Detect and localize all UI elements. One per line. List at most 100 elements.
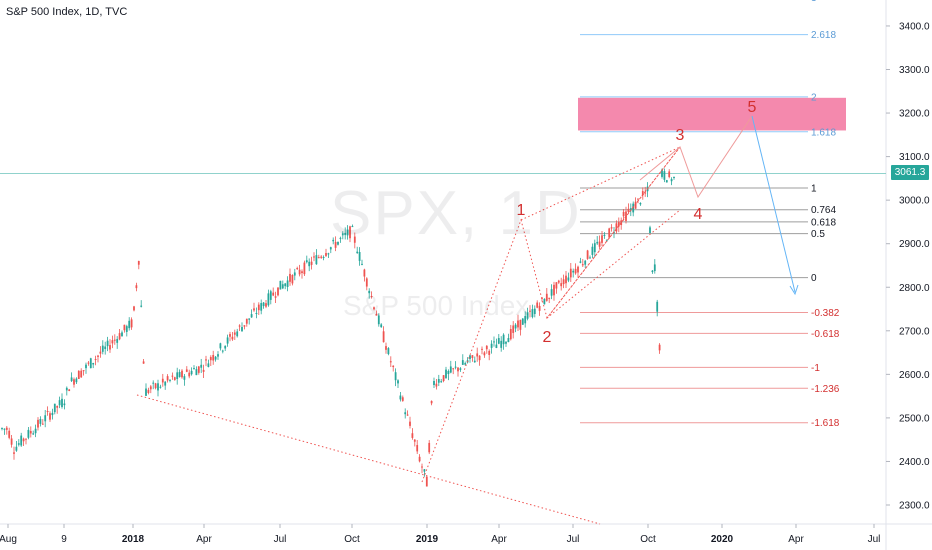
candle-body xyxy=(241,327,243,332)
candle-body xyxy=(370,295,373,297)
candle-body xyxy=(27,429,30,438)
candle-body xyxy=(37,419,39,428)
candle-body xyxy=(293,272,296,276)
candle-body xyxy=(661,169,663,177)
y-tick-label: 2300.0 xyxy=(899,501,930,512)
candle-body xyxy=(229,334,231,337)
candle-body xyxy=(459,368,462,370)
candle-body xyxy=(113,339,116,341)
candle-body xyxy=(166,376,169,381)
candle-body xyxy=(313,256,315,258)
candle-body xyxy=(63,403,66,406)
candle-body xyxy=(416,445,419,452)
candle-body xyxy=(46,410,49,412)
candle-body xyxy=(634,201,637,209)
candle-body xyxy=(447,371,450,375)
candle-body xyxy=(121,332,123,337)
candle-body xyxy=(279,280,282,290)
candle-body xyxy=(673,176,675,178)
candle-body xyxy=(505,341,507,344)
candle-body xyxy=(627,208,630,212)
candle-body xyxy=(529,310,531,312)
candle-body xyxy=(106,340,109,347)
candle-body xyxy=(473,360,476,363)
candle-body xyxy=(85,364,87,369)
candle-body xyxy=(358,252,361,261)
candle-body xyxy=(80,370,83,378)
candle-body xyxy=(579,261,582,263)
candle-body xyxy=(385,346,387,350)
fib-level-label: 2 xyxy=(811,92,817,103)
candle-body xyxy=(531,309,534,318)
candle-body xyxy=(550,289,553,296)
y-tick-label: 2700.0 xyxy=(899,326,930,337)
candle-body xyxy=(610,227,613,229)
candle-body xyxy=(109,345,111,350)
candle-body xyxy=(173,377,176,380)
candle-body xyxy=(73,379,75,385)
candle-body xyxy=(514,324,517,329)
candle-body xyxy=(77,371,80,379)
candle-body xyxy=(440,381,443,383)
candle-body xyxy=(637,198,639,200)
candle-body xyxy=(154,383,157,389)
y-tick-label: 3200.0 xyxy=(899,109,930,120)
candle-body xyxy=(70,377,73,382)
candle-body xyxy=(161,378,164,383)
y-tick-label: 3100.0 xyxy=(899,152,930,163)
candle-body xyxy=(423,469,426,472)
candle-body xyxy=(310,261,313,265)
candle-body xyxy=(502,334,505,345)
fib-level-label: 3 xyxy=(811,0,817,4)
candle-body xyxy=(389,361,392,363)
candle-body xyxy=(483,352,486,356)
candle-body xyxy=(130,319,133,328)
candle-body xyxy=(257,304,260,311)
candle-body xyxy=(145,388,147,396)
candle-body xyxy=(142,361,145,364)
candle-body xyxy=(75,378,78,383)
candle-body xyxy=(286,280,289,288)
candle-body xyxy=(185,369,188,372)
candle-body xyxy=(308,261,311,267)
last-price-tag: 3061.3 xyxy=(891,165,929,180)
x-tick-label: Aug xyxy=(0,534,17,545)
candle-body xyxy=(277,287,279,296)
candle-body xyxy=(197,366,200,373)
candle-body xyxy=(392,365,395,368)
candle-body xyxy=(329,247,332,250)
candle-body xyxy=(593,243,596,253)
wave-label: 4 xyxy=(694,206,703,223)
candle-body xyxy=(298,269,301,275)
candle-body xyxy=(380,324,383,328)
candle-body xyxy=(670,179,673,182)
candle-body xyxy=(267,293,270,306)
candle-body xyxy=(262,302,265,307)
candle-body xyxy=(605,240,608,242)
chart-title: S&P 500 Index, 1D, TVC xyxy=(6,6,128,18)
candle-body xyxy=(13,452,15,454)
trendline-lower xyxy=(136,394,601,525)
candle-body xyxy=(65,387,68,391)
candle-body xyxy=(574,268,577,274)
candle-body xyxy=(485,345,488,350)
y-tick-label: 2900.0 xyxy=(899,239,930,250)
candle-body xyxy=(159,386,162,388)
candle-body xyxy=(243,325,246,327)
candle-body xyxy=(562,279,565,285)
candle-body xyxy=(87,362,90,364)
fib-level-label: -0.382 xyxy=(811,308,840,319)
candle-body xyxy=(253,308,255,311)
candle-body xyxy=(284,283,287,287)
candle-body xyxy=(289,273,291,282)
candle-body xyxy=(413,439,416,442)
candle-body xyxy=(92,362,95,365)
candle-body xyxy=(478,355,481,361)
fib-level-label: 0.5 xyxy=(811,229,825,240)
candle-body xyxy=(538,305,541,311)
candle-body xyxy=(32,433,35,435)
candle-body xyxy=(524,316,527,324)
candle-body xyxy=(193,368,195,370)
candle-body xyxy=(433,380,435,386)
